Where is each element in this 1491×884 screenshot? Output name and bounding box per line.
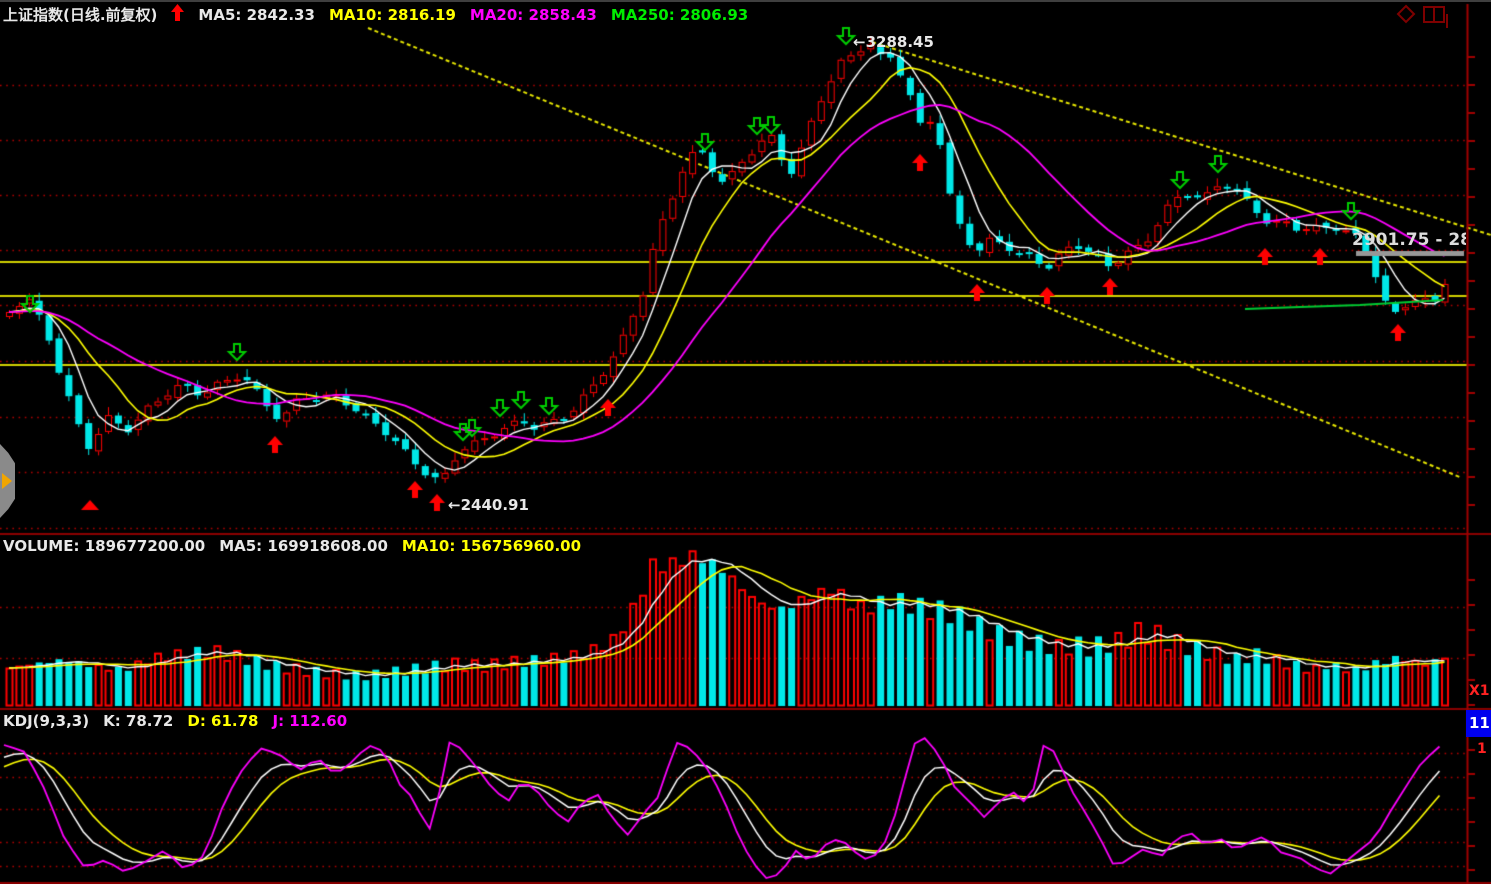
volume-value: VOLUME: 189677200.00 bbox=[3, 537, 206, 555]
ma20-value: MA20: 2858.43 bbox=[469, 5, 597, 24]
volume-ma10-value: MA10: 156756960.00 bbox=[401, 537, 582, 555]
main-chart-header: 上证指数(日线.前复权) MA5: 2842.33 MA10: 2816.19 … bbox=[3, 4, 748, 25]
volume-ma5-value: MA5: 169918608.00 bbox=[219, 537, 388, 555]
ma10-value: MA10: 2816.19 bbox=[328, 5, 456, 24]
peak-price-annotation: ←3288.45 bbox=[853, 33, 934, 51]
diamond-icon[interactable] bbox=[1396, 4, 1416, 32]
chart-title: 上证指数(日线.前复权) bbox=[3, 6, 158, 24]
ma250-value: MA250: 2806.93 bbox=[610, 5, 749, 24]
window-top-border bbox=[0, 0, 1491, 2]
kdj-d-value: D: 61.78 bbox=[187, 712, 259, 730]
volume-scale-label: X1 bbox=[1469, 683, 1490, 699]
expand-arrow-icon bbox=[2, 473, 12, 489]
kdj-j-value: J: 112.60 bbox=[272, 712, 348, 730]
window-icon[interactable] bbox=[1422, 4, 1450, 32]
titlebar-icons bbox=[1396, 4, 1450, 32]
kdj-axis-value: 1 bbox=[1477, 741, 1487, 757]
sidebar-expand-handle[interactable] bbox=[0, 444, 15, 518]
level-price-annotation: 2901.75 - 28 bbox=[1352, 230, 1466, 250]
kdj-k-value: K: 78.72 bbox=[103, 712, 174, 730]
volume-header: VOLUME: 189677200.00 MA5: 169918608.00 M… bbox=[3, 537, 581, 555]
ma5-value: MA5: 2842.33 bbox=[198, 5, 315, 24]
trend-up-arrow-icon bbox=[171, 4, 185, 25]
low-price-annotation: ←2440.91 bbox=[448, 496, 529, 514]
kdj-axis-badge: 11 bbox=[1466, 710, 1491, 737]
kdj-name: KDJ(9,3,3) bbox=[3, 712, 90, 730]
kdj-header: KDJ(9,3,3) K: 78.72 D: 61.78 J: 112.60 bbox=[3, 712, 347, 730]
